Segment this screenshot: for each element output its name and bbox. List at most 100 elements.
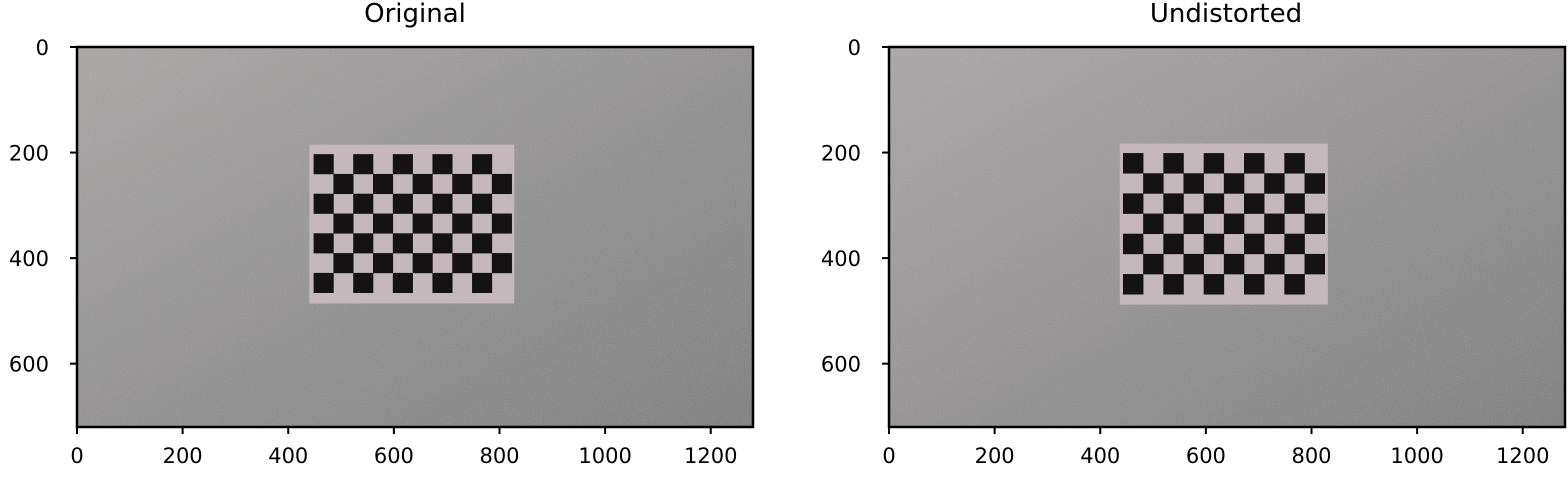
chessboard-square	[392, 154, 413, 175]
x-tick-label: 400	[268, 444, 308, 468]
chessboard-square	[353, 193, 374, 214]
axes-frame	[887, 45, 1567, 429]
chessboard-square	[1183, 253, 1204, 275]
x-tick-label: 0	[882, 444, 895, 468]
chessboard-square	[491, 173, 512, 195]
x-tick-label: 200	[975, 444, 1015, 468]
y-tick-label: 0	[848, 36, 861, 60]
chessboard-square	[313, 272, 334, 293]
chessboard-square	[333, 173, 354, 195]
chessboard-square	[1163, 233, 1184, 255]
panel-title-original: Original	[364, 0, 466, 29]
chessboard-square	[1203, 153, 1225, 174]
chessboard-square	[472, 193, 493, 214]
chessboard-square	[412, 173, 433, 195]
chessboard-square	[1143, 173, 1164, 194]
chessboard-square	[1244, 153, 1265, 174]
y-tick-label: 200	[821, 142, 861, 166]
chessboard-square	[373, 253, 394, 274]
chessboard-square	[1163, 153, 1184, 174]
panel-undistorted: Undistorted 0 200 400 600 800 1000 1200 0 200 40…	[821, 0, 1567, 468]
chessboard-square	[1223, 173, 1245, 194]
chessboard-square	[392, 193, 413, 214]
y-axis: 0 200 400 600	[821, 36, 889, 377]
chessboard-square	[472, 272, 493, 293]
y-tick-label: 200	[9, 142, 49, 166]
chessboard-square	[472, 154, 493, 175]
chessboard-square	[1304, 213, 1326, 235]
chessboard-square	[1143, 253, 1164, 275]
chessboard-square	[1304, 173, 1326, 194]
chessboard-square	[353, 154, 374, 175]
panel-title-undistorted: Undistorted	[1150, 0, 1302, 29]
x-tick-label: 600	[374, 444, 414, 468]
chessboard-square	[1264, 173, 1285, 194]
chessboard-square	[353, 272, 374, 293]
chessboard-square	[1163, 193, 1184, 214]
x-tick-label: 1000	[578, 444, 631, 468]
chessboard-square	[1183, 173, 1204, 194]
chessboard-square	[452, 253, 473, 274]
x-tick-label: 600	[1186, 444, 1226, 468]
chessboard-square	[1284, 153, 1305, 174]
chessboard-square	[373, 173, 394, 195]
y-tick-label: 600	[821, 353, 861, 377]
chessboard-square	[313, 193, 334, 214]
chessboard-square	[313, 233, 334, 254]
chessboard-square	[432, 154, 453, 175]
chessboard-square	[412, 253, 433, 274]
chessboard-square	[1203, 193, 1225, 214]
x-tick-label: 400	[1080, 444, 1120, 468]
chessboard-square	[1244, 233, 1265, 255]
chessboard-squares	[1122, 153, 1326, 295]
chessboard-square	[1304, 253, 1326, 275]
chessboard-square	[333, 213, 354, 234]
image-undistorted	[889, 47, 1565, 427]
y-axis: 0 200 400 600	[9, 36, 77, 377]
chessboard-square	[1122, 153, 1144, 174]
chessboard-square	[1143, 213, 1164, 235]
chessboard-square	[412, 213, 433, 234]
chessboard-square	[432, 272, 453, 293]
chessboard-square	[333, 253, 354, 274]
chessboard-square	[373, 213, 394, 234]
axes-frame	[75, 45, 755, 429]
chessboard-square	[1284, 274, 1305, 295]
panel-original: Original 0 200 400 600 800 1000 1200 0 200 400 60…	[9, 0, 755, 468]
x-tick-label: 1000	[1390, 444, 1443, 468]
chessboard-square	[1122, 193, 1144, 214]
chessboard-square	[1264, 213, 1285, 235]
x-tick-label: 800	[479, 444, 519, 468]
chessboard-square	[313, 154, 334, 175]
chessboard-square	[1244, 274, 1265, 295]
chessboard-square	[392, 233, 413, 254]
chessboard-square	[472, 233, 493, 254]
chessboard-square	[491, 213, 512, 234]
chessboard-square	[432, 193, 453, 214]
x-axis: 0 200 400 600 800 1000 1200	[882, 427, 1549, 468]
image-original	[77, 47, 753, 427]
chessboard-square	[1203, 274, 1225, 295]
chessboard-square	[1284, 193, 1305, 214]
chessboard-square	[452, 173, 473, 195]
chessboard-square	[1163, 274, 1184, 295]
x-tick-label: 800	[1291, 444, 1331, 468]
y-tick-label: 600	[9, 353, 49, 377]
chessboard-square	[1223, 213, 1245, 235]
y-tick-label: 0	[36, 36, 49, 60]
chessboard-square	[1122, 233, 1144, 255]
x-tick-label: 1200	[1496, 444, 1549, 468]
chessboard-square	[1223, 253, 1245, 275]
x-tick-label: 0	[70, 444, 83, 468]
chessboard-square	[1183, 213, 1204, 235]
chessboard-square	[1284, 233, 1305, 255]
chessboard-square	[1203, 233, 1225, 255]
chessboard-square	[1244, 193, 1265, 214]
chessboard-square	[353, 233, 374, 254]
chessboard-square	[1122, 274, 1144, 295]
x-tick-label: 1200	[684, 444, 737, 468]
chessboard-square	[432, 233, 453, 254]
chessboard-square	[491, 253, 512, 274]
y-tick-label: 400	[821, 247, 861, 271]
